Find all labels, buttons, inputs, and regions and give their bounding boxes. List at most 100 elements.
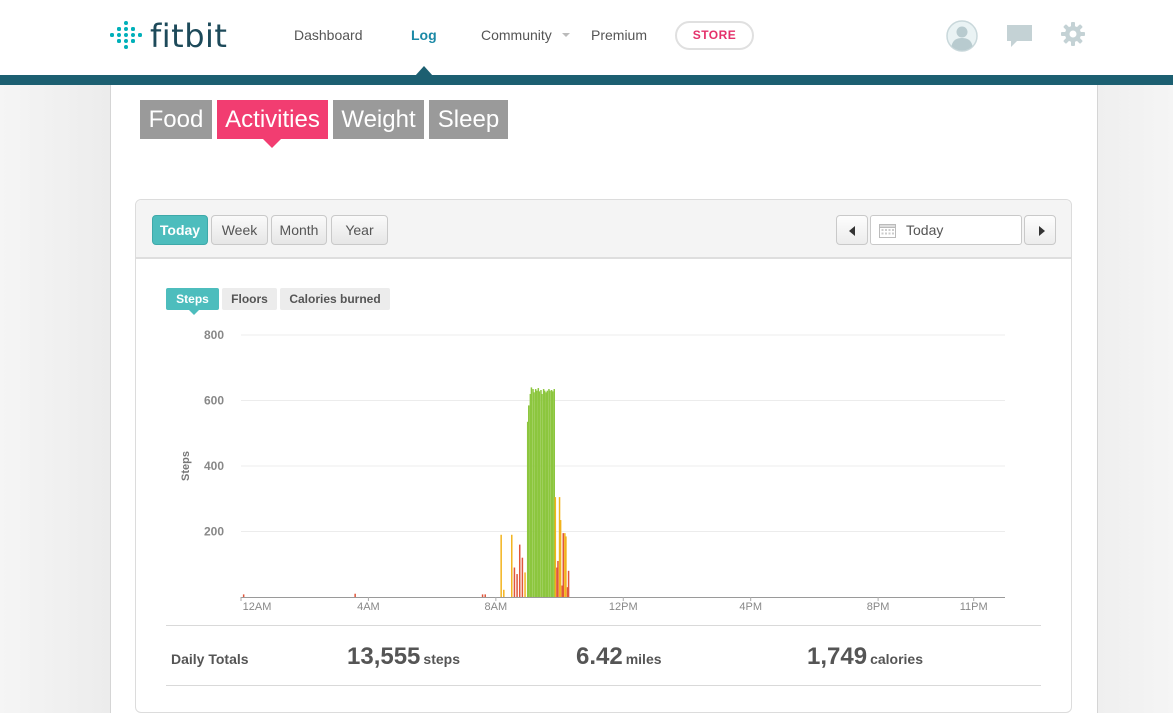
nav-log[interactable]: Log: [411, 27, 437, 43]
step-bar: [526, 421, 529, 597]
step-bar: [561, 585, 563, 597]
total-miles: 6.42 miles: [576, 643, 662, 671]
date-field[interactable]: Today: [870, 215, 1022, 245]
active-nav-caret: [415, 66, 433, 76]
step-bar: [551, 391, 554, 597]
x-tick-label: 12PM: [609, 601, 638, 613]
step-bar: [484, 594, 486, 597]
metric-steps-tab[interactable]: Steps: [166, 288, 219, 310]
nav-premium[interactable]: Premium: [591, 27, 648, 43]
tab-activities[interactable]: Activities: [217, 100, 328, 139]
x-tick-label: 4PM: [739, 601, 762, 613]
tab-food[interactable]: Food: [140, 100, 212, 139]
step-bar: [537, 388, 540, 597]
step-bar: [546, 390, 549, 597]
step-bar: [553, 389, 555, 597]
metric-floors-tab[interactable]: Floors: [222, 288, 277, 310]
header-rule: [0, 75, 1173, 85]
step-bar: [528, 405, 530, 597]
arrow-left-icon: [849, 226, 855, 236]
step-bar: [535, 390, 538, 597]
step-bar: [513, 567, 516, 597]
x-tick-label: 11PM: [960, 601, 988, 613]
step-bar: [562, 533, 565, 597]
step-bar: [545, 392, 548, 597]
chevron-down-icon: [562, 33, 570, 37]
step-bar: [549, 390, 551, 597]
step-bar: [354, 593, 356, 597]
store-button[interactable]: STORE: [675, 21, 754, 50]
tab-sleep[interactable]: Sleep: [429, 100, 508, 139]
step-bar: [548, 389, 550, 597]
date-value: Today: [906, 222, 944, 238]
step-bar: [521, 557, 524, 597]
x-tick-label: 4AM: [357, 601, 380, 613]
nav-community[interactable]: Community: [481, 27, 552, 43]
step-bar: [564, 533, 566, 597]
x-axis-ticks: 12AM 4AM 8AM 12PM 4PM 8PM 11PM: [240, 597, 988, 613]
total-calories-value: 1,749: [807, 643, 868, 670]
step-bar: [532, 389, 534, 597]
y-axis-ticks: 800 600 400 200: [204, 328, 224, 539]
step-bar: [567, 570, 570, 597]
step-bar: [541, 393, 543, 597]
step-bar: [516, 574, 518, 597]
y-axis-label: Steps: [180, 451, 192, 481]
nav-dashboard[interactable]: Dashboard: [294, 27, 363, 43]
fitbit-logo[interactable]: fitbit: [108, 18, 227, 54]
arrow-right-icon: [1039, 226, 1045, 236]
fitbit-logo-icon: [108, 19, 142, 53]
step-bar: [543, 390, 546, 597]
step-bar: [538, 391, 541, 597]
step-bar: [557, 560, 559, 597]
step-bar: [540, 390, 542, 597]
step-bar: [518, 544, 521, 597]
step-bar: [511, 534, 513, 597]
x-tick-label: 8AM: [485, 601, 508, 613]
step-bar: [530, 387, 533, 597]
range-year-button[interactable]: Year: [331, 215, 388, 245]
step-bar: [242, 594, 245, 597]
y-tick-label: 600: [204, 394, 224, 408]
total-calories: 1,749 calories: [807, 643, 923, 671]
step-bar: [503, 589, 505, 597]
activity-card: [135, 199, 1072, 713]
avatar-icon[interactable]: [945, 19, 979, 53]
step-bar: [554, 497, 557, 597]
gear-icon[interactable]: [1061, 22, 1085, 46]
range-today-button[interactable]: Today: [152, 215, 208, 245]
y-tick-label: 200: [204, 525, 224, 539]
step-bar: [481, 594, 484, 597]
step-bar: [533, 392, 535, 597]
step-bar: [556, 567, 558, 597]
total-steps: 13,555 steps: [347, 643, 460, 671]
x-tick-label: 12AM: [243, 601, 272, 613]
step-bar: [550, 390, 553, 597]
active-tab-caret: [263, 139, 281, 148]
total-steps-unit: steps: [423, 651, 460, 667]
date-prev-button[interactable]: [836, 215, 868, 245]
range-month-button[interactable]: Month: [271, 215, 327, 245]
top-header: fitbit Dashboard Log Community Premium S…: [0, 0, 1173, 75]
tab-weight[interactable]: Weight: [333, 100, 424, 139]
step-bar: [534, 389, 537, 597]
x-tick-label: 8PM: [867, 601, 890, 613]
totals-top-rule: [166, 625, 1041, 626]
y-tick-label: 400: [204, 459, 224, 473]
total-miles-value: 6.42: [576, 643, 623, 670]
metric-calories-tab[interactable]: Calories burned: [280, 288, 390, 310]
date-next-button[interactable]: [1024, 215, 1056, 245]
calendar-icon: [879, 224, 896, 238]
range-week-button[interactable]: Week: [211, 215, 268, 245]
logo-text: fitbit: [150, 17, 228, 55]
step-bar: [566, 587, 569, 597]
step-bar: [500, 534, 502, 597]
step-bar: [565, 536, 567, 597]
step-bar: [524, 572, 526, 597]
total-miles-unit: miles: [625, 651, 662, 667]
step-bar: [542, 389, 545, 597]
totals-bottom-rule: [166, 685, 1041, 686]
chart-bars: [242, 387, 570, 597]
messages-icon[interactable]: [1006, 24, 1033, 49]
